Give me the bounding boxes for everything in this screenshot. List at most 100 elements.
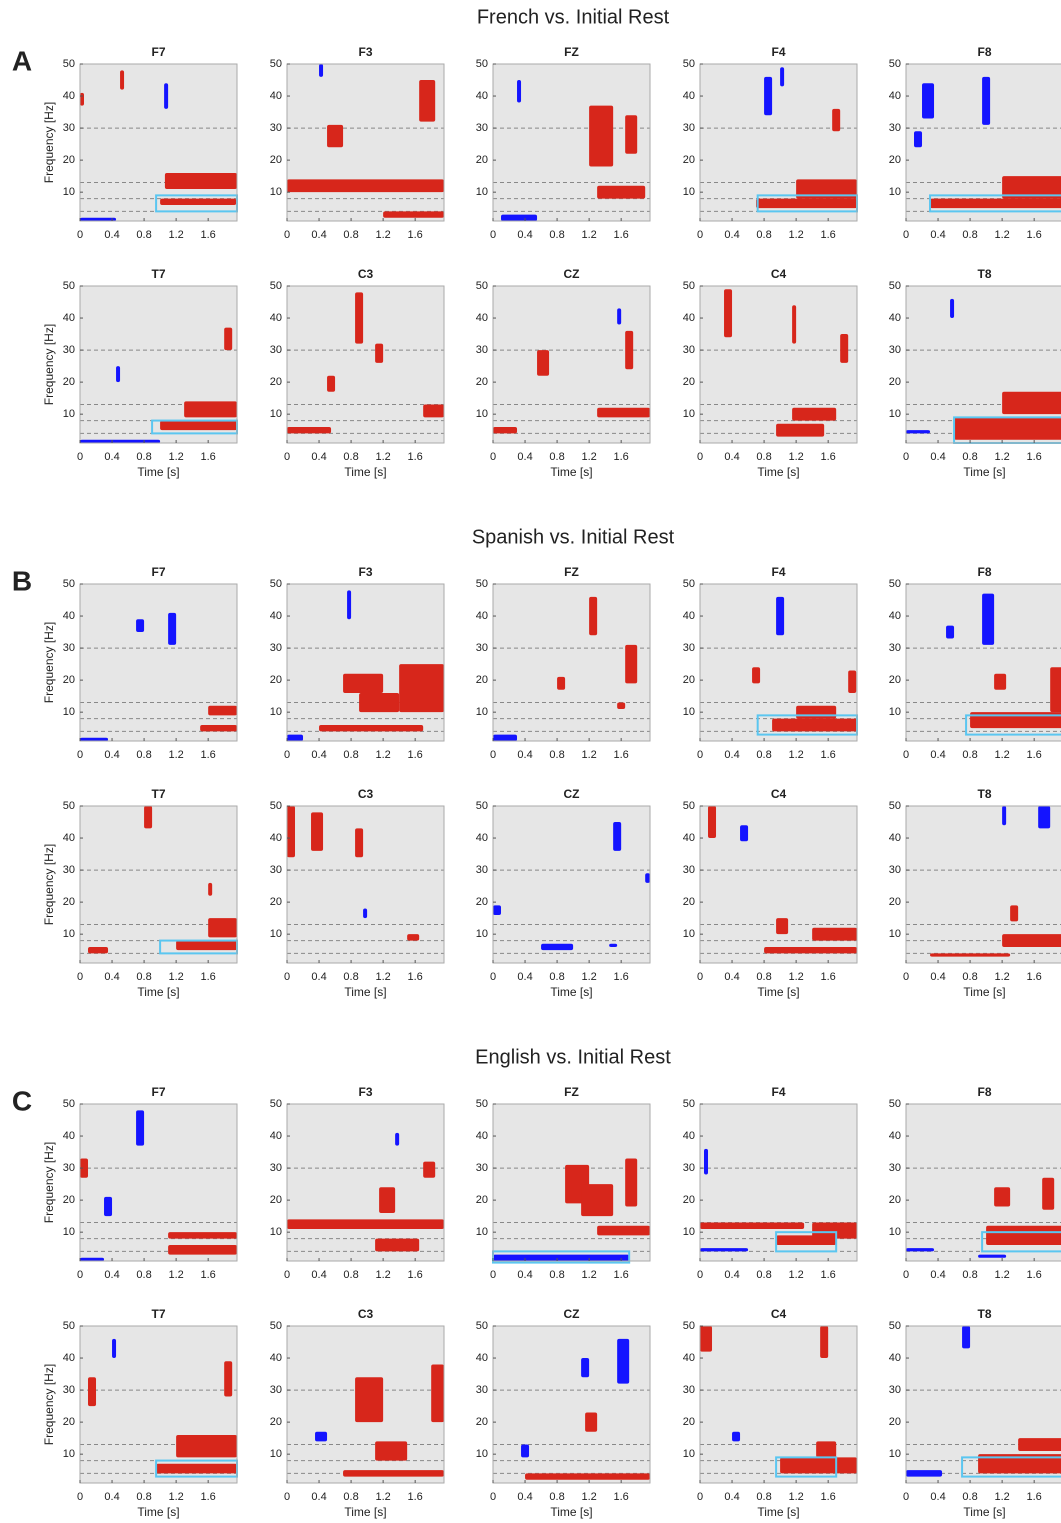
plot-frame <box>492 583 651 742</box>
y-tick-label: 10 <box>889 1226 901 1238</box>
y-tick-label: 20 <box>476 896 488 908</box>
cluster <box>906 1470 943 1477</box>
cluster <box>792 407 837 421</box>
y-tick-label: 50 <box>889 280 901 292</box>
x-tick-label: 0.4 <box>930 1491 945 1503</box>
y-tick-label: 30 <box>889 1384 901 1396</box>
x-tick-label: 1.6 <box>408 1491 423 1503</box>
x-tick-label: 0 <box>284 451 290 463</box>
y-tick-label: 50 <box>476 578 488 590</box>
y-tick-label: 30 <box>683 864 695 876</box>
panel-title: F3 <box>358 565 372 579</box>
cluster <box>708 806 717 839</box>
y-axis-label: Frequency [Hz] <box>42 324 56 405</box>
cluster <box>287 734 304 741</box>
cluster <box>1010 905 1019 922</box>
y-tick-label: 20 <box>270 1194 282 1206</box>
cluster <box>617 308 622 325</box>
x-tick-label: 0.8 <box>756 1491 771 1503</box>
y-tick-label: 10 <box>683 706 695 718</box>
x-tick-label: 0.8 <box>549 749 564 761</box>
panel-title: F4 <box>771 565 785 579</box>
y-tick-label: 20 <box>889 1416 901 1428</box>
y-tick-label: 50 <box>270 58 282 70</box>
x-tick-label: 1.6 <box>1027 1269 1042 1281</box>
cluster <box>160 198 237 205</box>
panel-title: C4 <box>771 267 787 281</box>
cluster <box>922 83 935 119</box>
cluster <box>407 934 420 941</box>
x-tick-label: 1.6 <box>821 1269 836 1281</box>
plot-frame <box>79 1325 238 1484</box>
y-tick-label: 30 <box>889 344 901 356</box>
x-tick-label: 0.4 <box>517 749 532 761</box>
cluster <box>1002 176 1061 199</box>
x-axis-label: Time [s] <box>137 1505 179 1519</box>
cluster <box>423 1161 436 1178</box>
cluster <box>585 1412 598 1432</box>
x-axis-label: Time [s] <box>757 465 799 479</box>
cluster <box>224 327 233 351</box>
panel-title: F8 <box>977 45 991 59</box>
x-tick-label: 1.6 <box>1027 749 1042 761</box>
cluster <box>493 1254 630 1261</box>
y-tick-label: 10 <box>270 1226 282 1238</box>
cluster <box>431 1364 444 1423</box>
y-tick-label: 20 <box>270 674 282 686</box>
x-tick-label: 0 <box>697 1491 703 1503</box>
cluster <box>914 131 923 148</box>
y-tick-label: 40 <box>270 832 282 844</box>
x-tick-label: 1.6 <box>1027 229 1042 241</box>
cluster <box>1002 391 1061 415</box>
x-tick-label: 1.6 <box>201 749 216 761</box>
cluster <box>764 946 857 954</box>
y-tick-label: 10 <box>889 928 901 940</box>
cluster <box>796 705 837 719</box>
y-tick-label: 10 <box>476 1226 488 1238</box>
highlight-box <box>775 1456 838 1478</box>
cluster <box>315 1431 328 1442</box>
y-tick-label: 40 <box>683 312 695 324</box>
y-tick-label: 50 <box>889 1098 901 1110</box>
y-tick-label: 10 <box>270 186 282 198</box>
y-tick-label: 10 <box>270 928 282 940</box>
y-tick-label: 30 <box>270 864 282 876</box>
panel-title: F7 <box>151 565 165 579</box>
y-axis-label: Frequency [Hz] <box>42 1142 56 1223</box>
plot-frame <box>286 1325 445 1484</box>
x-tick-label: 1.2 <box>581 749 596 761</box>
x-tick-label: 1.6 <box>201 451 216 463</box>
y-tick-label: 40 <box>683 832 695 844</box>
cluster <box>136 619 145 633</box>
y-tick-label: 40 <box>889 832 901 844</box>
panel-title: T8 <box>977 787 991 801</box>
plot-area <box>80 806 237 963</box>
y-tick-label: 30 <box>476 1162 488 1174</box>
plot-frame <box>79 583 238 742</box>
x-tick-label: 0.8 <box>136 451 151 463</box>
plot-area <box>80 584 237 741</box>
cluster <box>493 734 518 741</box>
x-tick-label: 0.4 <box>724 1269 739 1281</box>
cluster <box>776 918 789 935</box>
cluster <box>1002 806 1007 826</box>
cluster <box>557 676 566 690</box>
cluster <box>80 439 161 443</box>
y-tick-label: 30 <box>683 122 695 134</box>
x-axis-label: Time [s] <box>344 465 386 479</box>
cluster <box>525 1473 650 1480</box>
x-tick-label: 0.8 <box>549 1269 564 1281</box>
cluster <box>537 350 550 376</box>
y-tick-label: 50 <box>889 578 901 590</box>
highlight-box <box>961 1456 1061 1478</box>
x-tick-label: 1.6 <box>821 971 836 983</box>
x-tick-label: 0.8 <box>343 451 358 463</box>
y-tick-label: 30 <box>270 344 282 356</box>
x-tick-label: 1.2 <box>168 451 183 463</box>
x-tick-label: 0.8 <box>136 971 151 983</box>
y-tick-label: 50 <box>270 578 282 590</box>
cluster <box>311 812 324 851</box>
x-tick-label: 0 <box>284 1269 290 1281</box>
x-tick-label: 1.2 <box>994 971 1009 983</box>
y-tick-label: 40 <box>270 610 282 622</box>
